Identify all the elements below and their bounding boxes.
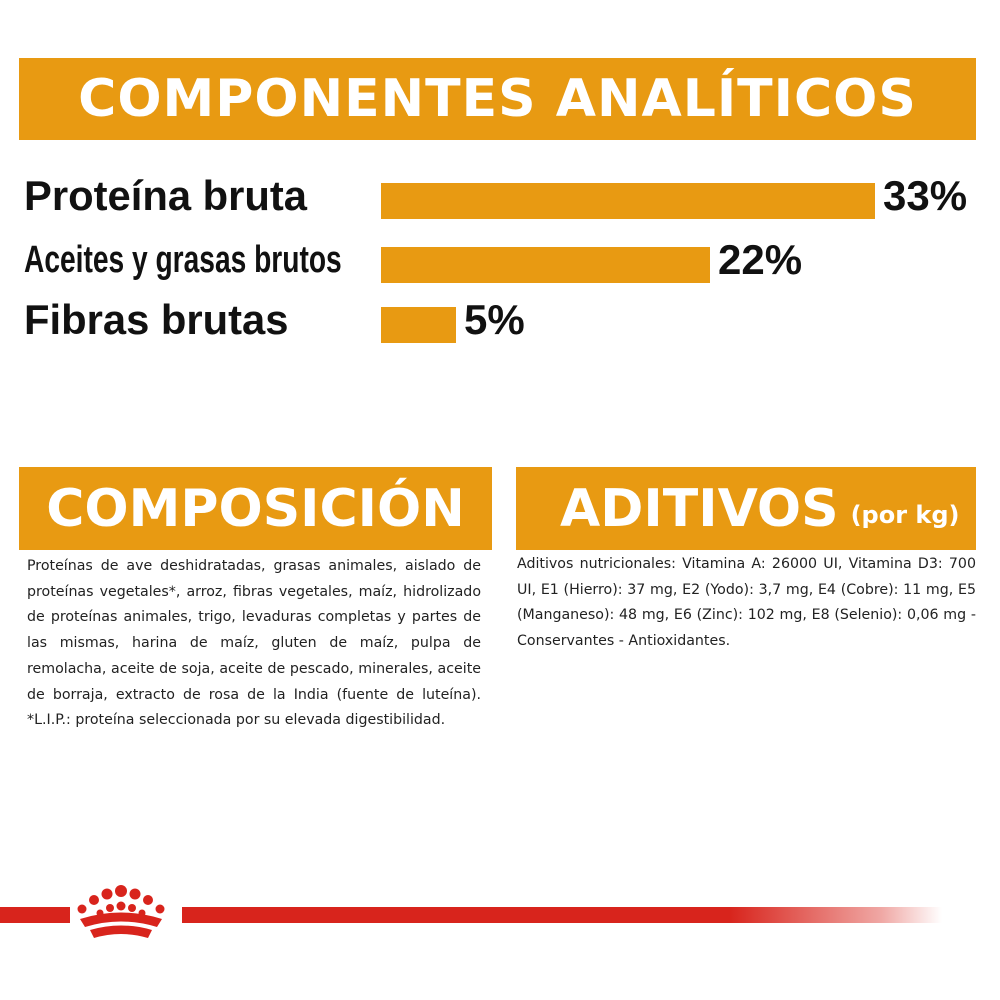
analysis-label: Proteína bruta <box>24 172 308 219</box>
analysis-value: 5% <box>464 296 525 343</box>
analysis-value: 33% <box>883 172 968 219</box>
additives-text: Aditivos nutricionales: Vitamina A: 2600… <box>517 556 976 650</box>
composition-title: COMPOSICIÓN <box>46 478 465 539</box>
analysis-row-fiber: Fibras brutas 5% <box>0 290 1000 350</box>
analysis-bar <box>381 307 456 343</box>
analytical-title: COMPONENTES ANALÍTICOS <box>78 69 917 129</box>
composition-text: Proteínas de ave deshidratadas, grasas a… <box>27 558 481 729</box>
analysis-label: Aceites y grasas brutos <box>24 239 342 281</box>
analytical-components: Proteína bruta 33% Aceites y grasas brut… <box>0 160 1000 360</box>
footer-divider-right <box>182 907 942 923</box>
analysis-bar <box>381 247 710 283</box>
crown-icon <box>77 885 165 938</box>
composition-title-banner: COMPOSICIÓN <box>19 467 492 550</box>
analysis-row-protein: Proteína bruta 33% <box>0 166 1000 226</box>
additives-title-suffix: (por kg) <box>850 500 960 529</box>
analysis-row-fats: Aceites y grasas brutos 22% <box>0 230 1000 290</box>
additives-title-banner: ADITIVOS (por kg) <box>516 467 976 550</box>
additives-title: ADITIVOS <box>560 478 839 539</box>
analysis-bar <box>381 183 875 219</box>
footer-divider-left <box>0 907 70 923</box>
analysis-label: Fibras brutas <box>24 296 289 343</box>
analytical-title-banner: COMPONENTES ANALÍTICOS <box>19 58 976 140</box>
crown-logo-shape <box>77 885 165 938</box>
analysis-value: 22% <box>718 236 803 283</box>
